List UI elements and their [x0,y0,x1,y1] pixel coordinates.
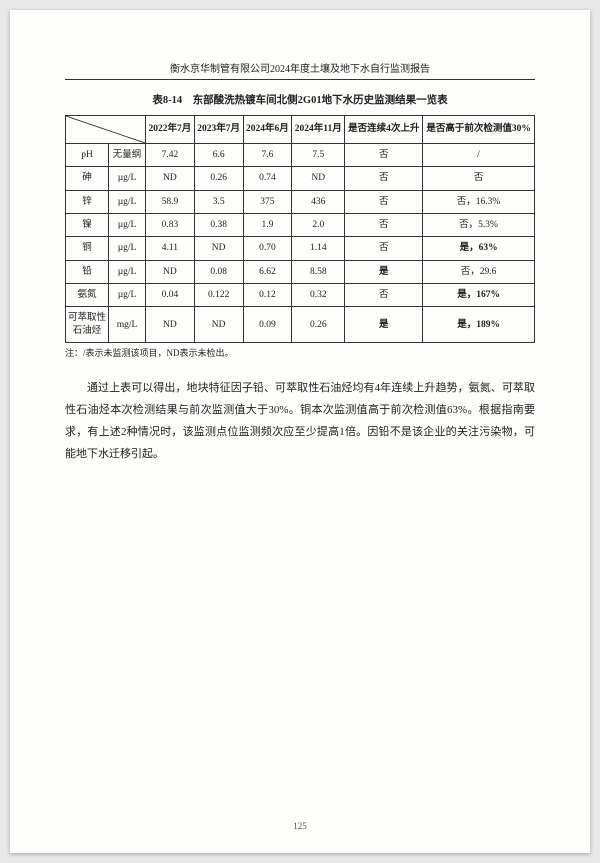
col-2024-11: 2024年11月 [292,116,345,144]
table-caption: 表8-14 东部酸洗热镀车间北侧2G01地下水历史监测结果一览表 [65,92,535,107]
rising-cell: 否 [345,237,423,260]
param-unit: µg/L [109,260,146,283]
value-cell: 0.08 [194,260,243,283]
table-note: 注：/表示未监测该项目，ND表示未检出。 [65,346,535,359]
value-cell: 1.9 [243,214,292,237]
rising-cell: 否 [345,284,423,307]
value-cell: 0.32 [292,284,345,307]
param-unit: µg/L [109,284,146,307]
value-cell: 0.38 [194,214,243,237]
table-row: 氨氮µg/L0.040.1220.120.32否是，167% [66,284,535,307]
param-name: 氨氮 [66,284,109,307]
pct-cell: 否 [423,167,535,190]
param-unit: µg/L [109,190,146,213]
value-cell: 0.26 [292,307,345,343]
col-rising: 是否连续4次上升 [345,116,423,144]
value-cell: ND [194,237,243,260]
rising-cell: 是 [345,260,423,283]
pct-cell: 是，63% [423,237,535,260]
value-cell: 7.6 [243,144,292,167]
document-page: 衡水京华制管有限公司2024年度土壤及地下水自行监测报告 表8-14 东部酸洗热… [10,10,590,853]
param-unit: 无量纲 [109,144,146,167]
table-row: pH无量纲7.426.67.67.5否/ [66,144,535,167]
table-row: 铅µg/LND0.086.628.58是否，29.6 [66,260,535,283]
value-cell: 6.6 [194,144,243,167]
value-cell: 6.62 [243,260,292,283]
value-cell: 7.42 [146,144,195,167]
value-cell: 0.26 [194,167,243,190]
pct-cell: 否，5.3% [423,214,535,237]
param-unit: µg/L [109,237,146,260]
param-name: 锌 [66,190,109,213]
param-name: 可萃取性石油烃 [66,307,109,343]
param-name: 镍 [66,214,109,237]
pct-cell: 否，29.6 [423,260,535,283]
analysis-paragraph: 通过上表可以得出，地块特征因子铅、可萃取性石油烃均有4年连续上升趋势，氨氮、可萃… [65,377,535,465]
table-row: 砷µg/LND0.260.74ND否否 [66,167,535,190]
table-row: 锌µg/L58.93.5375436否否，16.3% [66,190,535,213]
value-cell: 0.04 [146,284,195,307]
table-row: 铜µg/L4.11ND0.701.14否是，63% [66,237,535,260]
value-cell: ND [292,167,345,190]
value-cell: 436 [292,190,345,213]
page-header: 衡水京华制管有限公司2024年度土壤及地下水自行监测报告 [65,60,535,80]
table-row: 可萃取性石油烃mg/LNDND0.090.26是是，189% [66,307,535,343]
value-cell: ND [146,167,195,190]
param-name: 铜 [66,237,109,260]
value-cell: 0.74 [243,167,292,190]
param-name: pH [66,144,109,167]
value-cell: ND [194,307,243,343]
value-cell: 2.0 [292,214,345,237]
rising-cell: 是 [345,307,423,343]
value-cell: 375 [243,190,292,213]
value-cell: 0.83 [146,214,195,237]
page-number: 125 [10,821,590,831]
rising-cell: 否 [345,214,423,237]
value-cell: ND [146,260,195,283]
value-cell: 0.70 [243,237,292,260]
col-2023-07: 2023年7月 [194,116,243,144]
rising-cell: 否 [345,190,423,213]
value-cell: 0.12 [243,284,292,307]
table-row: 镍µg/L0.830.381.92.0否否，5.3% [66,214,535,237]
value-cell: 58.9 [146,190,195,213]
param-unit: µg/L [109,167,146,190]
value-cell: 0.09 [243,307,292,343]
pct-cell: 是，189% [423,307,535,343]
param-name: 砷 [66,167,109,190]
pct-cell: / [423,144,535,167]
value-cell: 3.5 [194,190,243,213]
table-header-row: 2022年7月 2023年7月 2024年6月 2024年11月 是否连续4次上… [66,116,535,144]
value-cell: ND [146,307,195,343]
col-2024-06: 2024年6月 [243,116,292,144]
rising-cell: 否 [345,167,423,190]
value-cell: 4.11 [146,237,195,260]
pct-cell: 否，16.3% [423,190,535,213]
param-unit: mg/L [109,307,146,343]
pct-cell: 是，167% [423,284,535,307]
monitoring-table: 2022年7月 2023年7月 2024年6月 2024年11月 是否连续4次上… [65,115,535,343]
value-cell: 1.14 [292,237,345,260]
col-2022-07: 2022年7月 [146,116,195,144]
param-unit: µg/L [109,214,146,237]
col-30pct: 是否高于前次检测值30% [423,116,535,144]
value-cell: 0.122 [194,284,243,307]
param-name: 铅 [66,260,109,283]
header-blank [66,116,146,144]
rising-cell: 否 [345,144,423,167]
value-cell: 8.58 [292,260,345,283]
value-cell: 7.5 [292,144,345,167]
